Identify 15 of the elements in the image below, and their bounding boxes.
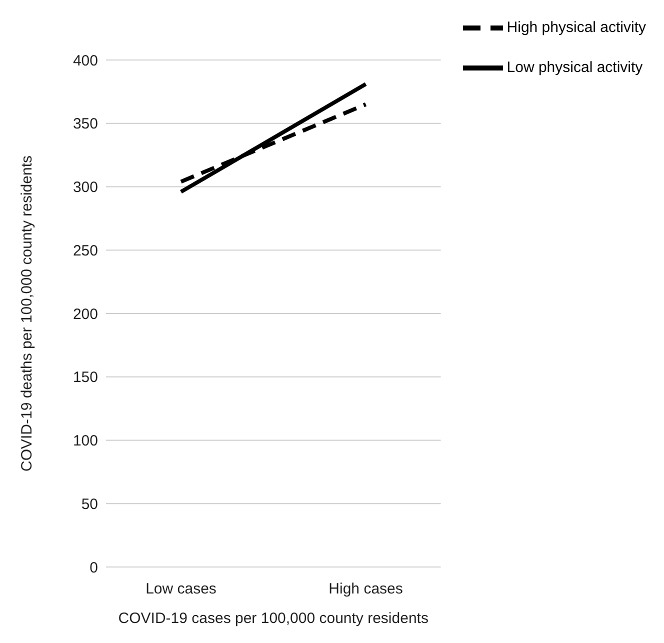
y-tick-label: 100	[72, 432, 98, 450]
y-tick-label: 50	[81, 496, 98, 513]
y-tick-label: 150	[72, 369, 98, 386]
legend-label: High physical activity	[506, 18, 646, 36]
x-tick-label: Low cases	[146, 580, 216, 598]
y-tick-label: 250	[72, 242, 98, 260]
y-tick-label: 350	[72, 116, 98, 133]
y-tick-label: 300	[72, 179, 98, 196]
legend-label: Low physical activity	[506, 58, 643, 76]
x-tick-label: High cases	[328, 580, 403, 598]
y-axis-title: COVID-19 deaths per 100,000 county residents	[18, 155, 36, 472]
y-tick-label: 0	[90, 559, 98, 576]
x-axis-title: COVID-19 cases per 100,000 county residents	[118, 610, 428, 627]
y-tick-label: 400	[72, 52, 98, 70]
y-tick-label: 200	[72, 306, 98, 323]
